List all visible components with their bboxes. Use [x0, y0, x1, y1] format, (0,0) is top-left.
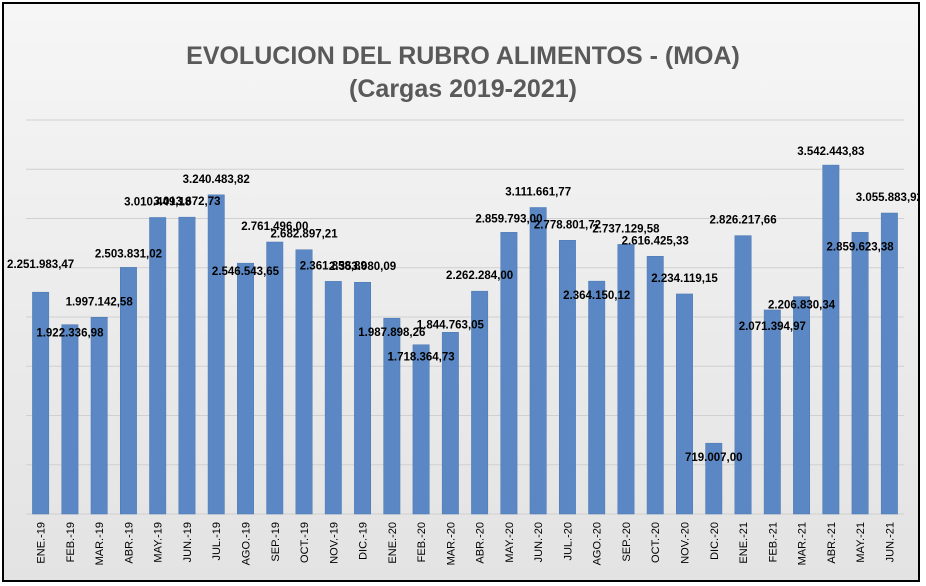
data-label: 2.251.983,47: [7, 259, 74, 271]
data-label: 2.682.897,21: [270, 229, 338, 241]
data-label: 2.071.394,97: [739, 321, 806, 333]
bar: [295, 249, 313, 515]
x-tick-label: ENE.-20: [387, 522, 399, 564]
x-tick-label: MAR.-21: [797, 522, 809, 565]
x-tick-label: NOV.-20: [680, 522, 692, 564]
x-tick-label: AGO.-20: [592, 522, 604, 565]
data-label: 1.987.898,26: [358, 327, 425, 339]
x-tick-label: FEB.-20: [416, 522, 428, 562]
data-label: 2.859.793,00: [475, 213, 542, 225]
bar: [822, 164, 840, 515]
bar: [558, 240, 576, 515]
data-label: 2.361.858,89: [300, 260, 367, 272]
x-tick-label: SEP.-19: [270, 522, 282, 562]
bar: [32, 291, 50, 515]
x-tick-label: MAY.-20: [504, 522, 516, 563]
data-label: 1.844.763,05: [417, 319, 485, 331]
x-tick-label: ABR.-20: [475, 522, 487, 564]
bar: [354, 281, 372, 515]
x-tick-label: ABR.-19: [123, 522, 135, 564]
x-tick-label: DIC.-19: [358, 522, 370, 560]
x-tick-label: ABR.-21: [826, 522, 838, 564]
data-label: 2.262.284,00: [446, 270, 513, 282]
bar: [646, 256, 664, 515]
chart-title-line1: EVOLUCION DEL RUBRO ALIMENTOS - (MOA): [186, 42, 740, 70]
x-tick-label: AGO.-19: [241, 522, 253, 565]
data-label: 1.997.142,58: [66, 296, 134, 308]
data-label: 3.055.883,92: [856, 192, 918, 204]
x-tick-label: OCT.-20: [650, 522, 662, 563]
bar: [793, 296, 811, 515]
x-tick-label: FEB.-21: [767, 522, 779, 562]
bar: [383, 317, 401, 515]
chart-title: EVOLUCION DEL RUBRO ALIMENTOS - (MOA) (C…: [4, 40, 922, 106]
data-label: 2.234.119,15: [651, 273, 718, 285]
x-tick-label: JUL.-19: [211, 522, 223, 561]
data-label: 719.007,00: [685, 452, 743, 464]
data-label: 3.010.449,18: [124, 196, 192, 208]
x-tick-label: NOV.-19: [328, 522, 340, 564]
x-tick-label: MAY.-21: [855, 522, 867, 563]
bar: [412, 344, 430, 515]
data-label: 2.546.543,65: [212, 266, 280, 278]
bar: [529, 207, 547, 515]
bar: [588, 280, 606, 515]
data-label: 3.240.483,82: [183, 174, 250, 186]
data-label: 3.542.443,83: [797, 146, 864, 158]
chart-title-line2: (Cargas 2019-2021): [349, 75, 577, 103]
bar-chart: 2.251.983,47 1.922.336,98 1.997.142,58 2.50…: [7, 119, 918, 565]
data-label: 2.206.830,34: [768, 300, 836, 312]
bar: [617, 244, 635, 515]
data-label: 2.859.623,38: [827, 241, 895, 253]
bar: [500, 232, 518, 515]
x-tick-label: FEB.-19: [65, 522, 77, 562]
x-tick-label: MAY.-19: [153, 522, 165, 563]
bar: [763, 309, 781, 515]
data-label: 2.761.496,00: [241, 221, 308, 233]
bar: [676, 293, 693, 515]
bar: [207, 194, 225, 515]
bar: [119, 267, 137, 515]
data-label: 3.013.672,73: [153, 196, 220, 208]
bar: [441, 332, 459, 515]
bar: [237, 262, 254, 515]
x-tick-label: OCT.-19: [299, 522, 311, 563]
data-label: 2.364.150,12: [563, 290, 630, 302]
x-tick-label: ENE.-21: [738, 522, 750, 564]
x-tick-label: SEP.-20: [621, 522, 633, 562]
data-label: 2.778.801,72: [534, 219, 601, 231]
data-label: 2.353.080,09: [329, 261, 396, 273]
bar: [734, 235, 752, 515]
bar: [471, 290, 489, 515]
x-tick-label: JUN.-20: [533, 522, 545, 562]
x-tick-label: JUN.-19: [182, 522, 194, 562]
x-tick-label: DIC.-20: [709, 522, 721, 560]
bar: [851, 232, 869, 515]
data-label: 2.616.425,33: [622, 235, 689, 247]
bar: [61, 324, 79, 515]
bar: [266, 241, 284, 515]
bar: [880, 212, 898, 515]
x-tick-label: JUN.-21: [884, 522, 896, 562]
data-label: 2.826.217,66: [709, 215, 776, 227]
bar: [705, 442, 723, 515]
data-label: 3.111.661,77: [505, 187, 571, 199]
x-tick-label: MAR.-20: [445, 522, 457, 565]
x-tick-label: ENE.-19: [36, 522, 48, 564]
data-label: 2.503.831,02: [95, 248, 162, 260]
x-tick-label: MAR.-19: [94, 522, 106, 565]
data-label: 1.718.364,73: [388, 352, 455, 364]
bar: [178, 216, 196, 515]
x-tick-label: JUL.-20: [562, 522, 574, 561]
data-label: 2.737.129,58: [592, 223, 660, 235]
bar: [324, 281, 342, 515]
bar: [149, 217, 167, 515]
data-label: 1.922.336,98: [36, 328, 104, 340]
bar: [90, 317, 108, 515]
